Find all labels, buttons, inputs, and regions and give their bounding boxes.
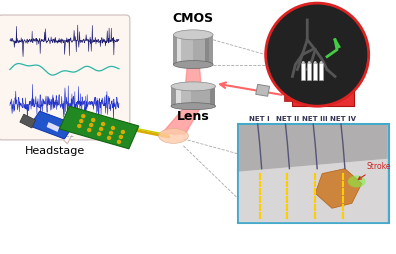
Text: NET II: NET II (276, 116, 299, 122)
Bar (173, 35, 177, 65)
Ellipse shape (171, 82, 215, 91)
Text: Laser: Laser (304, 89, 343, 102)
Circle shape (120, 135, 122, 138)
Bar (210, 86, 215, 106)
FancyBboxPatch shape (0, 15, 130, 140)
Circle shape (80, 120, 83, 122)
Circle shape (90, 123, 93, 126)
Circle shape (100, 128, 103, 131)
Bar (181, 86, 191, 106)
Ellipse shape (173, 30, 213, 40)
Polygon shape (59, 106, 139, 149)
Circle shape (98, 132, 101, 135)
Circle shape (78, 124, 81, 128)
Bar (193, 35, 205, 65)
Polygon shape (239, 159, 388, 222)
Text: CMOS: CMOS (173, 12, 214, 25)
Circle shape (92, 119, 95, 122)
Bar (284, 89, 292, 101)
Bar (238, 124, 388, 223)
Circle shape (102, 122, 105, 125)
Bar (181, 35, 193, 65)
Polygon shape (20, 114, 36, 128)
Polygon shape (315, 169, 362, 208)
Bar (191, 86, 201, 106)
Circle shape (314, 61, 317, 64)
Ellipse shape (158, 129, 188, 143)
Ellipse shape (173, 61, 213, 69)
Bar (177, 86, 181, 106)
Bar (205, 35, 209, 65)
Polygon shape (30, 111, 74, 139)
Bar (307, 62, 311, 81)
Text: NET IV: NET IV (330, 116, 356, 122)
Bar (313, 62, 317, 81)
Circle shape (320, 61, 323, 64)
Circle shape (266, 3, 369, 106)
Circle shape (302, 61, 305, 64)
Polygon shape (47, 122, 59, 132)
Circle shape (118, 140, 120, 143)
Bar (301, 62, 305, 81)
Bar (239, 125, 388, 222)
Circle shape (308, 61, 311, 64)
Ellipse shape (171, 103, 215, 110)
Polygon shape (162, 106, 201, 134)
Text: NET III: NET III (303, 116, 328, 122)
Polygon shape (256, 84, 270, 96)
Text: Lens: Lens (177, 110, 209, 123)
Circle shape (112, 126, 114, 130)
Circle shape (88, 129, 91, 132)
Text: Stroke: Stroke (358, 162, 391, 179)
Circle shape (110, 132, 112, 134)
Bar (171, 86, 177, 106)
Bar (201, 86, 210, 106)
Ellipse shape (348, 176, 366, 187)
Circle shape (108, 136, 110, 139)
Text: Headstage: Headstage (25, 146, 85, 156)
Circle shape (82, 115, 85, 118)
Polygon shape (185, 65, 201, 86)
Bar (177, 35, 181, 65)
Polygon shape (239, 125, 388, 172)
Bar (319, 62, 323, 81)
Circle shape (122, 131, 124, 133)
Text: NET I: NET I (249, 116, 270, 122)
Bar (292, 84, 354, 106)
Bar (209, 35, 213, 65)
Polygon shape (59, 136, 71, 144)
